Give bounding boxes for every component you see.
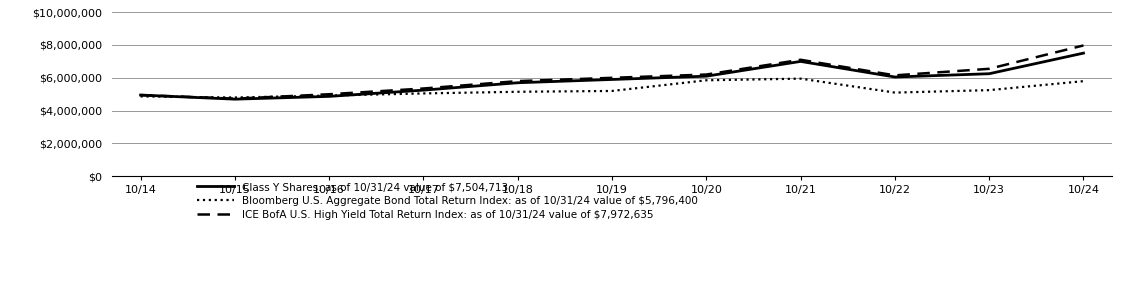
ICE BofA U.S. High Yield Total Return Index: as of 10/31/24 value of $7,972,635: (7, 7.1e+06): as of 10/31/24 value of $7,972,635: (7, …	[794, 58, 807, 62]
Bloomberg U.S. Aggregate Bond Total Return Index: as of 10/31/24 value of $5,796,400: (0, 4.87e+06): as of 10/31/24 value of $5,796,400: (0, …	[134, 95, 147, 98]
ICE BofA U.S. High Yield Total Return Index: as of 10/31/24 value of $7,972,635: (1, 4.73e+06): as of 10/31/24 value of $7,972,635: (1, …	[228, 97, 241, 101]
Class Y Shares: as of 10/31/24 value of $7,504,713: (1, 4.7e+06): as of 10/31/24 value of $7,504,713: (1, …	[228, 97, 241, 101]
Bloomberg U.S. Aggregate Bond Total Return Index: as of 10/31/24 value of $5,796,400: (6, 5.85e+06): as of 10/31/24 value of $5,796,400: (6, …	[700, 78, 713, 82]
Line: Bloomberg U.S. Aggregate Bond Total Return Index: as of 10/31/24 value of $5,796,400: Bloomberg U.S. Aggregate Bond Total Retu…	[140, 79, 1084, 98]
Bloomberg U.S. Aggregate Bond Total Return Index: as of 10/31/24 value of $5,796,400: (7, 5.95e+06): as of 10/31/24 value of $5,796,400: (7, …	[794, 77, 807, 81]
ICE BofA U.S. High Yield Total Return Index: as of 10/31/24 value of $7,972,635: (0, 4.95e+06): as of 10/31/24 value of $7,972,635: (0, …	[134, 93, 147, 97]
Bloomberg U.S. Aggregate Bond Total Return Index: as of 10/31/24 value of $5,796,400: (10, 5.8e+06): as of 10/31/24 value of $5,796,400: (10,…	[1077, 79, 1090, 83]
Bloomberg U.S. Aggregate Bond Total Return Index: as of 10/31/24 value of $5,796,400: (5, 5.2e+06): as of 10/31/24 value of $5,796,400: (5, …	[605, 89, 619, 93]
Line: ICE BofA U.S. High Yield Total Return Index: as of 10/31/24 value of $7,972,635: ICE BofA U.S. High Yield Total Return In…	[140, 45, 1084, 99]
ICE BofA U.S. High Yield Total Return Index: as of 10/31/24 value of $7,972,635: (8, 6.15e+06): as of 10/31/24 value of $7,972,635: (8, …	[888, 74, 902, 77]
Class Y Shares: as of 10/31/24 value of $7,504,713: (2, 4.87e+06): as of 10/31/24 value of $7,504,713: (2, …	[322, 95, 336, 98]
ICE BofA U.S. High Yield Total Return Index: as of 10/31/24 value of $7,972,635: (4, 5.8e+06): as of 10/31/24 value of $7,972,635: (4, …	[511, 79, 524, 83]
Bloomberg U.S. Aggregate Bond Total Return Index: as of 10/31/24 value of $5,796,400: (9, 5.25e+06): as of 10/31/24 value of $5,796,400: (9, …	[983, 88, 996, 92]
Class Y Shares: as of 10/31/24 value of $7,504,713: (0, 4.95e+06): as of 10/31/24 value of $7,504,713: (0, …	[134, 93, 147, 97]
ICE BofA U.S. High Yield Total Return Index: as of 10/31/24 value of $7,972,635: (3, 5.35e+06): as of 10/31/24 value of $7,972,635: (3, …	[417, 87, 430, 90]
ICE BofA U.S. High Yield Total Return Index: as of 10/31/24 value of $7,972,635: (6, 6.2e+06): as of 10/31/24 value of $7,972,635: (6, …	[700, 73, 713, 76]
Class Y Shares: as of 10/31/24 value of $7,504,713: (3, 5.25e+06): as of 10/31/24 value of $7,504,713: (3, …	[417, 88, 430, 92]
Bloomberg U.S. Aggregate Bond Total Return Index: as of 10/31/24 value of $5,796,400: (2, 4.92e+06): as of 10/31/24 value of $5,796,400: (2, …	[322, 94, 336, 97]
ICE BofA U.S. High Yield Total Return Index: as of 10/31/24 value of $7,972,635: (9, 6.55e+06): as of 10/31/24 value of $7,972,635: (9, …	[983, 67, 996, 71]
Legend: Class Y Shares: as of 10/31/24 value of $7,504,713, Bloomberg U.S. Aggregate Bon: Class Y Shares: as of 10/31/24 value of …	[198, 182, 699, 220]
Bloomberg U.S. Aggregate Bond Total Return Index: as of 10/31/24 value of $5,796,400: (1, 4.8e+06): as of 10/31/24 value of $5,796,400: (1, …	[228, 96, 241, 99]
Class Y Shares: as of 10/31/24 value of $7,504,713: (6, 6.1e+06): as of 10/31/24 value of $7,504,713: (6, …	[700, 74, 713, 78]
Bloomberg U.S. Aggregate Bond Total Return Index: as of 10/31/24 value of $5,796,400: (8, 5.1e+06): as of 10/31/24 value of $5,796,400: (8, …	[888, 91, 902, 95]
Bloomberg U.S. Aggregate Bond Total Return Index: as of 10/31/24 value of $5,796,400: (3, 5.05e+06): as of 10/31/24 value of $5,796,400: (3, …	[417, 92, 430, 95]
Line: Class Y Shares: as of 10/31/24 value of $7,504,713: Class Y Shares: as of 10/31/24 value of …	[140, 53, 1084, 99]
Bloomberg U.S. Aggregate Bond Total Return Index: as of 10/31/24 value of $5,796,400: (4, 5.15e+06): as of 10/31/24 value of $5,796,400: (4, …	[511, 90, 524, 94]
ICE BofA U.S. High Yield Total Return Index: as of 10/31/24 value of $7,972,635: (10, 7.97e+06): as of 10/31/24 value of $7,972,635: (10,…	[1077, 43, 1090, 47]
ICE BofA U.S. High Yield Total Return Index: as of 10/31/24 value of $7,972,635: (5, 6e+06): as of 10/31/24 value of $7,972,635: (5, …	[605, 76, 619, 80]
Class Y Shares: as of 10/31/24 value of $7,504,713: (4, 5.7e+06): as of 10/31/24 value of $7,504,713: (4, …	[511, 81, 524, 85]
ICE BofA U.S. High Yield Total Return Index: as of 10/31/24 value of $7,972,635: (2, 5e+06): as of 10/31/24 value of $7,972,635: (2, …	[322, 92, 336, 96]
Class Y Shares: as of 10/31/24 value of $7,504,713: (10, 7.5e+06): as of 10/31/24 value of $7,504,713: (10,…	[1077, 51, 1090, 55]
Class Y Shares: as of 10/31/24 value of $7,504,713: (5, 5.9e+06): as of 10/31/24 value of $7,504,713: (5, …	[605, 78, 619, 81]
Class Y Shares: as of 10/31/24 value of $7,504,713: (8, 6.05e+06): as of 10/31/24 value of $7,504,713: (8, …	[888, 75, 902, 79]
Class Y Shares: as of 10/31/24 value of $7,504,713: (9, 6.25e+06): as of 10/31/24 value of $7,504,713: (9, …	[983, 72, 996, 76]
Class Y Shares: as of 10/31/24 value of $7,504,713: (7, 7e+06): as of 10/31/24 value of $7,504,713: (7, …	[794, 60, 807, 63]
